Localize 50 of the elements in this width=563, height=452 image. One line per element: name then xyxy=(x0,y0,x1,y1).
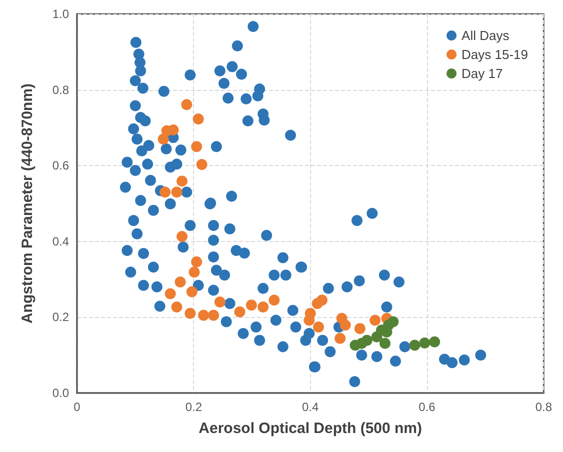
x-tick-label: 0 xyxy=(74,400,81,414)
point xyxy=(208,310,219,321)
point xyxy=(334,332,346,344)
point xyxy=(164,288,176,300)
point xyxy=(313,322,324,333)
point xyxy=(419,337,430,348)
point xyxy=(176,176,188,187)
point xyxy=(429,336,440,348)
point xyxy=(176,230,188,242)
point xyxy=(181,99,192,110)
y-tick-label: 0.4 xyxy=(52,234,70,248)
y-tick-label: 0.2 xyxy=(52,310,70,324)
point xyxy=(258,301,269,312)
point xyxy=(246,300,257,311)
point xyxy=(184,308,196,319)
point xyxy=(370,314,381,326)
point xyxy=(191,141,202,152)
point xyxy=(158,134,169,145)
x-tick-label: 0.2 xyxy=(185,400,202,414)
y-tick-label: 0.6 xyxy=(52,158,70,173)
point xyxy=(196,158,208,170)
point xyxy=(409,340,420,351)
point xyxy=(388,316,399,328)
point xyxy=(214,296,226,308)
point xyxy=(316,294,328,306)
y-tick-label: 1.0 xyxy=(52,7,70,21)
legend-label: Days 15-19 xyxy=(462,47,528,62)
point xyxy=(191,256,202,268)
point xyxy=(361,334,372,346)
x-tick-label: 0.4 xyxy=(302,400,319,414)
point xyxy=(198,310,210,321)
y-tick-label: 0.0 xyxy=(52,386,70,400)
point xyxy=(304,308,316,319)
y-axis-title: Angstrom Parameter (440-870nm) xyxy=(19,83,36,324)
y-tick-label: 0.8 xyxy=(52,82,70,97)
point xyxy=(268,294,280,306)
point xyxy=(174,276,186,288)
point xyxy=(380,338,390,349)
point xyxy=(171,186,182,198)
legend-label: Day 17 xyxy=(462,66,503,81)
point xyxy=(186,286,198,298)
point xyxy=(188,266,200,278)
point xyxy=(234,306,246,318)
point xyxy=(171,301,182,312)
x-axis-title: Aerosol Optical Depth (500 nm) xyxy=(198,420,422,437)
point xyxy=(192,113,204,124)
legend-label: All Days xyxy=(462,28,510,43)
x-tick-label: 0.8 xyxy=(535,400,552,414)
x-tick-label: 0.6 xyxy=(418,400,436,414)
point xyxy=(354,323,366,334)
